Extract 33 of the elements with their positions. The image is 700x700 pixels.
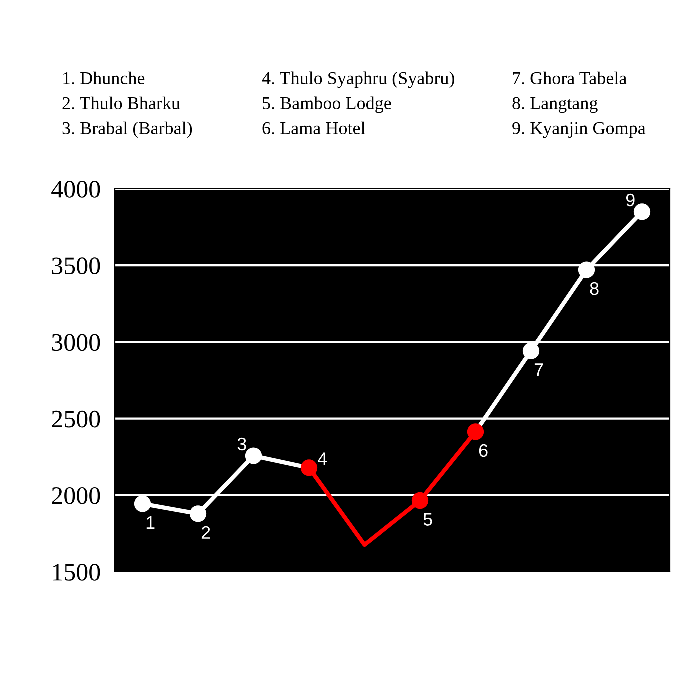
point xyxy=(578,262,596,278)
point xyxy=(134,496,152,512)
point xyxy=(412,492,429,510)
point xyxy=(245,448,262,464)
annotation: 5 xyxy=(424,513,432,526)
y-tick-label: 3500 xyxy=(52,258,100,275)
point xyxy=(522,342,540,360)
point xyxy=(300,460,318,476)
text: 9. Kyanjin Gompa xyxy=(512,122,646,138)
annotation: 6 xyxy=(479,444,488,458)
y-tick-label: 2000 xyxy=(52,487,100,504)
text: 3. Brabal (Barbal) xyxy=(62,122,192,138)
annotation: 4 xyxy=(318,452,328,466)
annotation: 2 xyxy=(202,526,210,539)
annotation: 3 xyxy=(238,438,246,451)
annotation: 8 xyxy=(590,282,599,296)
y-tick-label: 1500 xyxy=(53,564,100,581)
text: 1. Dhunche xyxy=(64,72,145,85)
annotation: 9 xyxy=(626,194,635,207)
text: 6. Lama Hotel xyxy=(262,122,366,135)
y-tick-label: 2500 xyxy=(52,410,100,428)
text: 7. Ghora Tabela xyxy=(513,72,627,85)
text: 4. Thulo Syaphru (Syabru) xyxy=(262,72,454,88)
text: 8. Langtang xyxy=(512,97,598,114)
point xyxy=(467,424,484,440)
point xyxy=(634,204,651,220)
point xyxy=(190,506,207,522)
annotation: 1 xyxy=(146,516,155,529)
y-tick-label: 4000 xyxy=(52,181,100,198)
annotation: 7 xyxy=(534,364,544,376)
text: 5. Bamboo Lodge xyxy=(263,96,392,114)
text: 2. Thulo Bharku xyxy=(62,96,180,110)
y-tick-label: 3000 xyxy=(52,334,100,352)
